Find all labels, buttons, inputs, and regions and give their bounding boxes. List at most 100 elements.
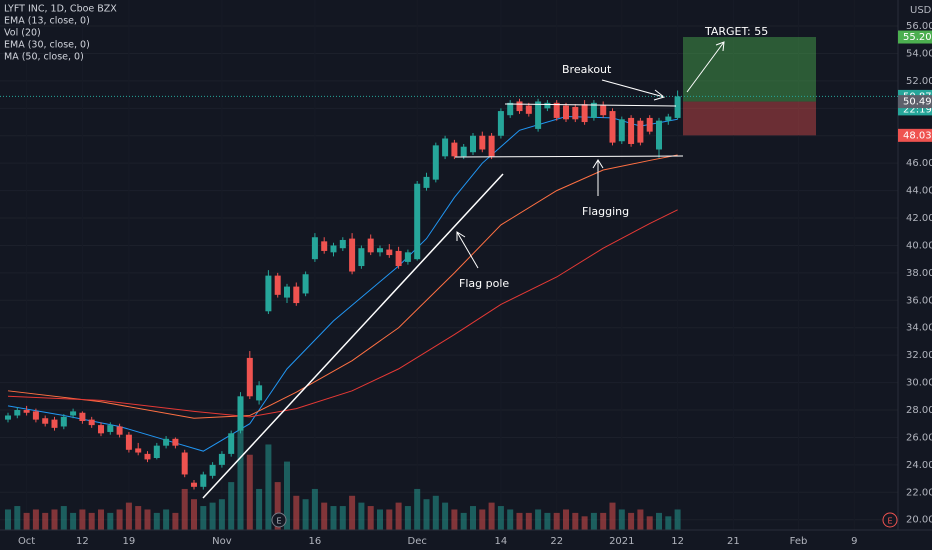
- y-tick-label: 22.00: [906, 487, 932, 498]
- candle-body: [507, 102, 514, 116]
- candle-body: [256, 385, 263, 401]
- candle-body: [665, 116, 672, 121]
- candle-body: [88, 419, 95, 426]
- volume-bar: [302, 499, 309, 530]
- x-tick-label: Oct: [18, 536, 35, 547]
- volume-bar: [228, 482, 235, 530]
- target-zone: [683, 37, 816, 102]
- x-tick-label: 21: [727, 536, 740, 547]
- axes: 20.00 22.00 24.00 26.00 28.00 30.00 32.00 34.00…: [0, 21, 932, 547]
- candle-body: [60, 416, 67, 427]
- volume-bar: [479, 509, 486, 530]
- volume-bar: [553, 512, 560, 530]
- flag-top-line: [504, 103, 677, 107]
- volume-bar: [665, 516, 672, 530]
- legend-entry: Vol (20): [4, 28, 41, 39]
- position-box: [683, 37, 816, 136]
- volume-bar: [153, 512, 160, 530]
- price-tag: [898, 30, 932, 44]
- candle-body: [451, 142, 458, 157]
- candle-body: [135, 448, 142, 453]
- candle-body: [321, 241, 328, 251]
- candle-body: [460, 146, 467, 157]
- volume-bar: [321, 502, 328, 530]
- y-tick-label: 46.00: [906, 158, 932, 169]
- candle-body: [125, 434, 132, 450]
- candle-body: [600, 105, 607, 116]
- volume-bar: [516, 512, 523, 530]
- candle-body: [311, 237, 318, 260]
- volume-bar: [432, 495, 439, 530]
- candle-body: [563, 105, 569, 120]
- candle-body: [51, 419, 58, 428]
- volume-bar: [32, 509, 39, 530]
- flagging-arrow: [592, 159, 604, 196]
- candle-body: [618, 119, 625, 142]
- y-tick-label: 38.00: [906, 268, 932, 279]
- price-tag-label: 50.49: [903, 97, 932, 108]
- volume-bar: [646, 516, 653, 530]
- volume-bar: [497, 506, 504, 530]
- candle-body: [181, 452, 188, 475]
- candle-body: [228, 433, 235, 454]
- candle-body: [98, 425, 104, 434]
- flagging-label: Flagging: [582, 205, 629, 218]
- x-tick-label: 16: [309, 536, 322, 547]
- volume-bar: [628, 512, 635, 530]
- volume-bar: [377, 509, 383, 530]
- y-tick-label: 40.00: [906, 240, 932, 251]
- indicator-line: [7, 154, 678, 419]
- y-tick-label: 30.00: [906, 378, 932, 389]
- volume-bar: [116, 509, 123, 530]
- volume-bar: [423, 499, 430, 530]
- candle-body: [172, 438, 179, 446]
- candle-body: [590, 102, 597, 118]
- candle-body: [572, 106, 579, 120]
- price-tag: [898, 95, 932, 109]
- candle-body: [656, 120, 662, 150]
- volume-bar: [274, 482, 281, 530]
- volume-bar: [98, 509, 104, 530]
- candle-body: [79, 412, 86, 421]
- candle-body: [330, 245, 337, 253]
- x-tick-label: 14: [495, 536, 508, 547]
- volume-bar: [23, 512, 30, 530]
- candle-body: [153, 445, 160, 459]
- candle-body: [497, 111, 504, 136]
- legend-entry: MA (50, close, 0): [4, 52, 84, 63]
- candle-body: [553, 102, 560, 118]
- volume-bar: [181, 488, 188, 530]
- volume-bar: [581, 516, 588, 530]
- x-tick-label: 9: [851, 536, 857, 547]
- y-tick-label: 20.00: [906, 515, 932, 526]
- candle-body: [367, 238, 374, 253]
- target-arrow: [686, 41, 725, 93]
- y-tick-label: 36.00: [906, 295, 932, 306]
- volume-bar: [191, 499, 197, 530]
- x-tick-label: Feb: [790, 536, 808, 547]
- volume-bar: [572, 512, 579, 530]
- volume-bar: [470, 506, 476, 530]
- volume-bar: [525, 512, 532, 530]
- candle-body: [470, 135, 476, 153]
- candle-body: [479, 135, 486, 150]
- candle-body: [395, 250, 402, 267]
- volume-bar: [488, 502, 495, 530]
- volume-bar: [600, 512, 607, 530]
- candle-body: [358, 248, 365, 267]
- volume-bar: [163, 509, 170, 530]
- candle-body: [293, 286, 300, 304]
- flag-pole-label: Flag pole: [459, 277, 509, 290]
- volume-bar: [535, 509, 542, 530]
- breakout-label: Breakout: [562, 63, 612, 76]
- candles: [5, 90, 681, 490]
- volume-bar: [172, 512, 179, 530]
- drawings: [202, 41, 725, 499]
- flag-pole-arrow: [456, 231, 479, 269]
- volume-bar: [293, 495, 300, 530]
- earnings-text: E: [887, 517, 892, 526]
- x-tick-label: 19: [123, 536, 136, 547]
- y-tick-label: 52.00: [906, 76, 932, 87]
- volume-bar: [5, 509, 11, 530]
- volume-bar: [451, 509, 458, 530]
